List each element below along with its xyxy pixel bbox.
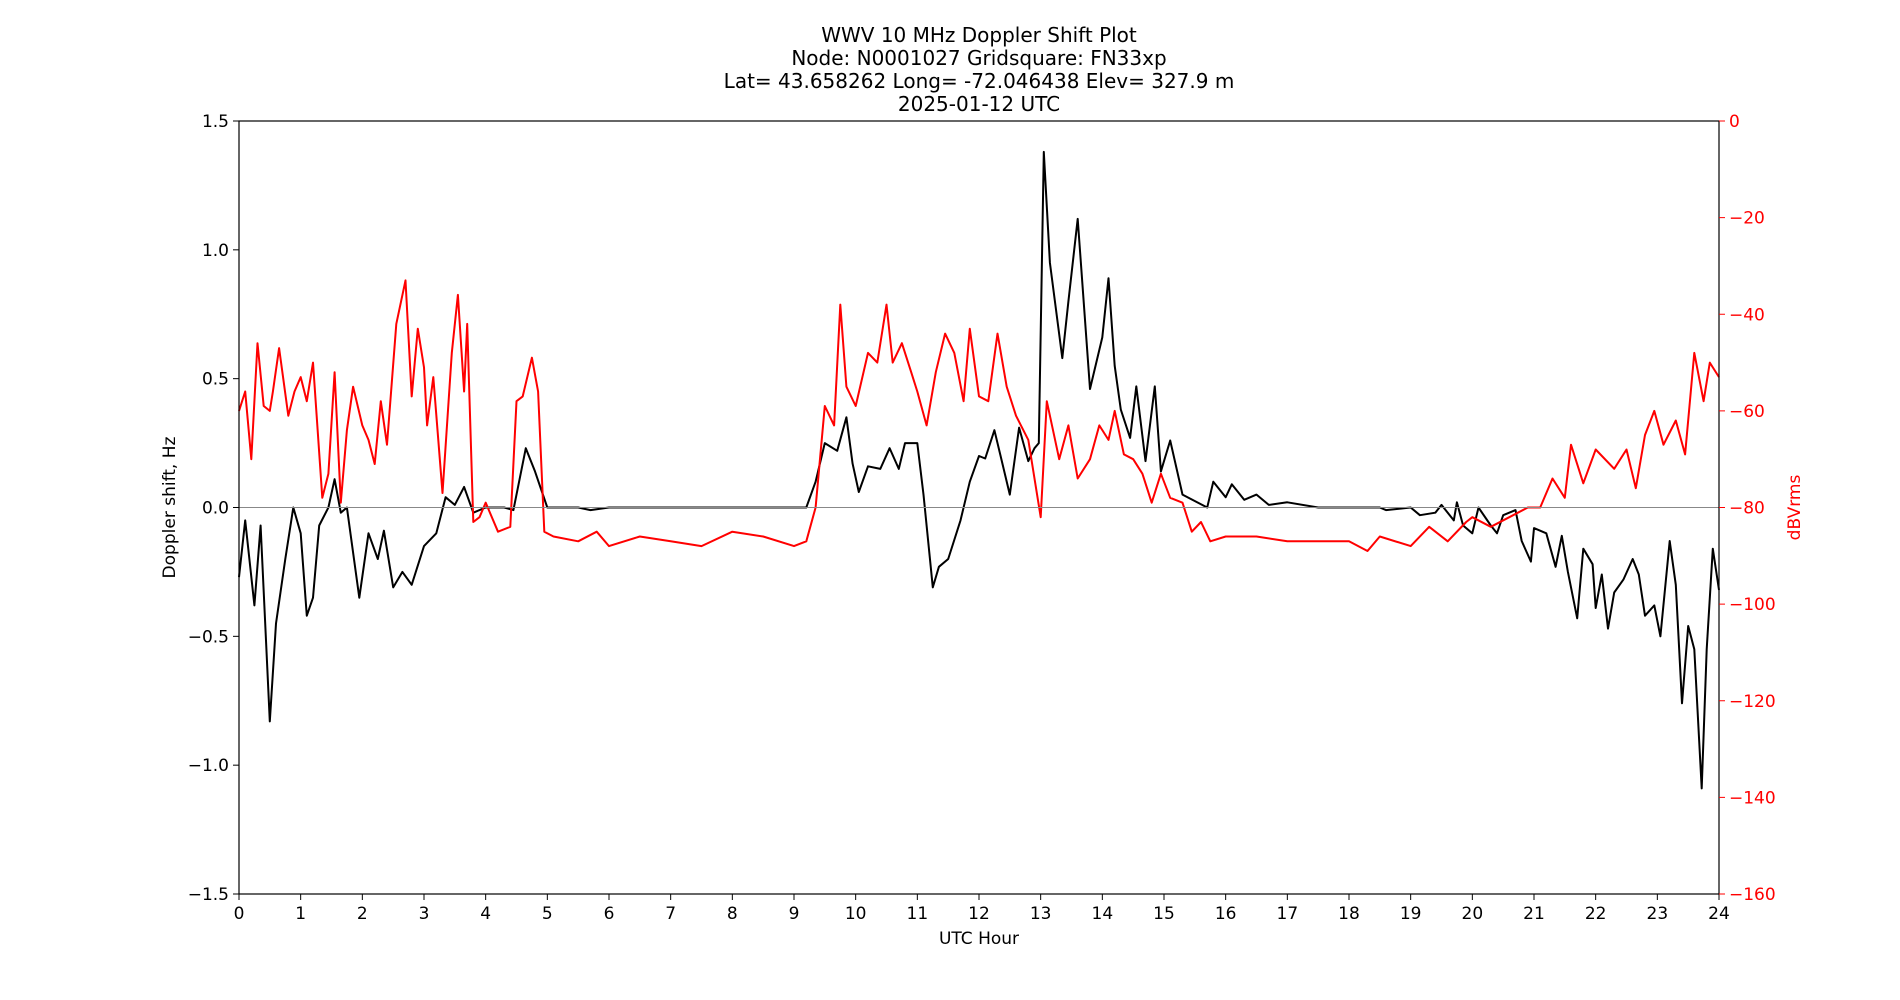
- y2-tick-label: −20: [1729, 209, 1765, 229]
- x-axis-ticks: 0 1 2 3 4 5 6 7 8 9 10 11 12 13 14 15 16 17 18 19 20 21 22 23 24: [234, 894, 1730, 924]
- x-tick-label: 16: [1215, 904, 1237, 924]
- title-line: 2025-01-12 UTC: [898, 92, 1060, 116]
- x-tick-label: 17: [1277, 904, 1299, 924]
- series-layer: [238, 150, 1720, 790]
- x-tick-label: 12: [968, 904, 990, 924]
- x-tick-label: 10: [845, 904, 867, 924]
- x-tick-label: 4: [480, 904, 491, 924]
- y2-tick-label: −140: [1729, 788, 1776, 808]
- y-tick-label: 1.5: [202, 112, 229, 132]
- title-line: Lat= 43.658262 Long= -72.046438 Elev= 32…: [724, 69, 1235, 93]
- y-tick-label: 0.0: [202, 499, 229, 519]
- x-tick-label: 22: [1585, 904, 1607, 924]
- y2-tick-label: −120: [1729, 692, 1776, 712]
- x-tick-label: 0: [234, 904, 245, 924]
- x-tick-label: 19: [1400, 904, 1422, 924]
- x-tick-label: 1: [295, 904, 306, 924]
- x-tick-label: 7: [665, 904, 676, 924]
- x-tick-label: 20: [1462, 904, 1484, 924]
- x-axis-label: UTC Hour: [939, 929, 1019, 949]
- x-tick-label: 6: [604, 904, 615, 924]
- x-tick-label: 11: [907, 904, 929, 924]
- y2-tick-label: 0: [1729, 112, 1740, 132]
- title-line: Node: N0001027 Gridsquare: FN33xp: [791, 46, 1166, 70]
- x-tick-label: 5: [542, 904, 553, 924]
- y2-axis-ticks: 0 −20 −40 −60 −80 −100 −120 −140 −160: [1719, 112, 1776, 905]
- y-axis-ticks: 1.5 1.0 0.5 0.0 −0.5 −1.0 −1.5: [188, 112, 239, 905]
- title-line: WWV 10 MHz Doppler Shift Plot: [821, 23, 1137, 47]
- x-tick-label: 23: [1647, 904, 1669, 924]
- y-tick-label: −1.5: [188, 885, 229, 905]
- y2-tick-label: −40: [1729, 305, 1765, 325]
- x-tick-label: 8: [727, 904, 738, 924]
- x-tick-label: 15: [1153, 904, 1175, 924]
- y2-tick-label: −80: [1729, 499, 1765, 519]
- y-tick-label: 1.0: [202, 241, 229, 261]
- y2-tick-label: −60: [1729, 402, 1765, 422]
- x-tick-label: 14: [1092, 904, 1114, 924]
- y-tick-label: 0.5: [202, 370, 229, 390]
- doppler-shift-line: [238, 150, 1720, 790]
- power-dbvrms-line: [238, 279, 1720, 552]
- x-tick-label: 3: [419, 904, 430, 924]
- y2-tick-label: −100: [1729, 595, 1776, 615]
- y2-axis-label: dBVrms: [1785, 475, 1805, 541]
- x-tick-label: 9: [789, 904, 800, 924]
- y-axis-label: Doppler shift, Hz: [160, 436, 180, 578]
- y2-tick-label: −160: [1729, 885, 1776, 905]
- y-tick-label: −1.0: [188, 756, 229, 776]
- x-tick-label: 24: [1708, 904, 1730, 924]
- x-tick-label: 18: [1338, 904, 1360, 924]
- x-tick-label: 21: [1523, 904, 1545, 924]
- x-tick-label: 13: [1030, 904, 1052, 924]
- y-tick-label: −0.5: [188, 627, 229, 647]
- x-tick-label: 2: [357, 904, 368, 924]
